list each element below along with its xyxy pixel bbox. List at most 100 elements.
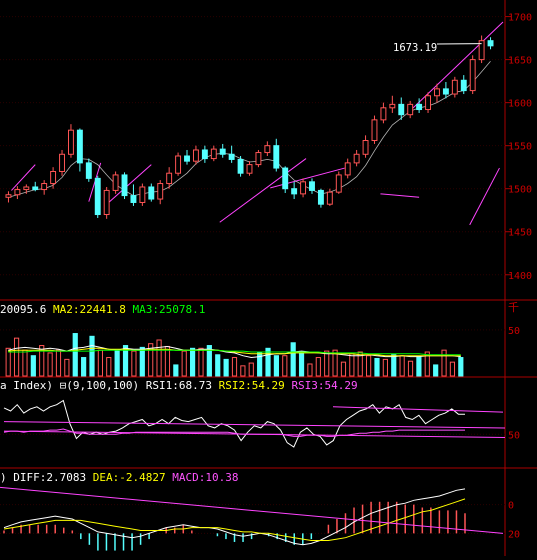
- volume-bar: [73, 334, 77, 376]
- price-tick-label: 1500: [508, 185, 532, 196]
- price-tick-label: 1650: [508, 56, 532, 67]
- candle-body: [310, 182, 315, 191]
- volume-bar: [199, 348, 203, 376]
- rsi-info-row: a Index) ⊟(9,100,100) RSI1:68.73 RSI2:54…: [0, 379, 358, 393]
- price-trend-line: [270, 168, 344, 188]
- candle-body: [363, 141, 368, 155]
- price-trend-line: [470, 168, 500, 225]
- volume-bar: [316, 358, 320, 376]
- rsi2-value: RSI2:54.29: [219, 379, 285, 392]
- candle-body: [265, 146, 270, 153]
- candle-body: [336, 175, 341, 192]
- volume-bar: [48, 353, 52, 376]
- volume-unit-label: 千: [508, 301, 519, 315]
- volume-bar: [341, 362, 345, 376]
- volume-bar: [56, 350, 60, 376]
- volume-bar: [299, 353, 303, 376]
- rsi1-value: RSI1:68.73: [146, 379, 212, 392]
- candle-body: [292, 189, 297, 194]
- price-trend-line: [413, 22, 503, 108]
- candle-body: [15, 190, 20, 195]
- candle-body: [185, 156, 190, 161]
- volume-bar: [308, 364, 312, 376]
- diff-value: DIFF:2.7083: [13, 471, 86, 484]
- volume-bar: [182, 351, 186, 376]
- candle-body: [104, 190, 109, 214]
- volume-bar: [165, 346, 169, 376]
- candle-body: [24, 187, 29, 190]
- volume-bar: [291, 343, 295, 376]
- volume-bar: [190, 348, 194, 376]
- candle-body: [247, 165, 252, 174]
- volume-bar: [132, 351, 136, 376]
- volume-bar: [434, 365, 438, 376]
- candle-body: [211, 149, 216, 158]
- price-ma-line: [9, 61, 491, 197]
- candle-body: [345, 163, 350, 175]
- candle-body: [354, 154, 359, 163]
- candle-body: [131, 196, 136, 203]
- candle-body: [381, 108, 386, 120]
- volume-bar: [241, 366, 245, 376]
- candle-body: [417, 104, 422, 109]
- candle-body: [113, 175, 118, 190]
- volume-bar: [450, 362, 454, 376]
- candle-body: [220, 149, 225, 154]
- volume-bar: [408, 361, 412, 376]
- candle-body: [488, 41, 493, 46]
- candle-body: [443, 89, 448, 94]
- candle-body: [426, 96, 431, 110]
- macd-info-row: ) DIFF:2.7083 DEA:-2.4827 MACD:10.38: [0, 471, 238, 485]
- candle-body: [390, 104, 395, 107]
- candle-body: [327, 192, 332, 204]
- candle-body: [60, 154, 65, 171]
- volume-bar: [375, 358, 379, 376]
- candle-body: [33, 187, 38, 190]
- price-gridlines: [0, 17, 505, 275]
- volume-bar: [249, 363, 253, 376]
- rsi3-value: RSI3:54.29: [291, 379, 357, 392]
- price-annotation-group: 1673.19: [393, 42, 482, 54]
- candle-body: [95, 178, 100, 214]
- volume-ma1-value: 20095.6: [0, 303, 46, 316]
- rsi-tick-label: 50: [508, 430, 520, 441]
- volume-bar: [232, 358, 236, 376]
- price-tick-label: 1450: [508, 228, 532, 239]
- macd-trend-lines: [0, 487, 503, 533]
- price-tick-label: 1550: [508, 142, 532, 153]
- candle-body: [301, 182, 306, 194]
- volume-bar: [107, 358, 111, 376]
- candle-body: [42, 184, 47, 190]
- volume-bar: [274, 356, 278, 376]
- volume-tick-label: 50: [508, 326, 520, 337]
- price-tick-label: 1600: [508, 99, 532, 110]
- rsi-line: [4, 401, 465, 448]
- candle-body: [6, 195, 11, 198]
- candlesticks: [6, 36, 493, 219]
- volume-bars: [6, 334, 463, 376]
- candle-body: [274, 146, 279, 168]
- price-trend-line: [11, 165, 35, 191]
- rsi-lines: [4, 401, 465, 448]
- price-tick-label: 1400: [508, 271, 532, 282]
- macd-gridlines: [0, 505, 505, 534]
- macd-prefix: ): [0, 471, 7, 484]
- price-ma-line: [9, 61, 491, 197]
- macd-tick-label: 20: [508, 529, 520, 540]
- volume-bar: [283, 356, 287, 376]
- candle-body: [122, 175, 127, 196]
- candle-body: [86, 163, 91, 178]
- volume-ma2-value: MA2:22441.8: [53, 303, 126, 316]
- macd-tick-label: 0: [508, 501, 514, 512]
- volume-bar: [174, 365, 178, 376]
- candle-body: [202, 150, 207, 159]
- candle-body: [149, 187, 154, 199]
- candle-body: [193, 150, 198, 161]
- volume-bar: [224, 359, 228, 376]
- rsi-title: a Index): [0, 379, 53, 392]
- candle-body: [452, 80, 457, 94]
- volume-bar: [459, 358, 463, 376]
- volume-bar: [325, 351, 329, 376]
- volume-bar: [442, 350, 446, 376]
- candle-body: [435, 89, 440, 96]
